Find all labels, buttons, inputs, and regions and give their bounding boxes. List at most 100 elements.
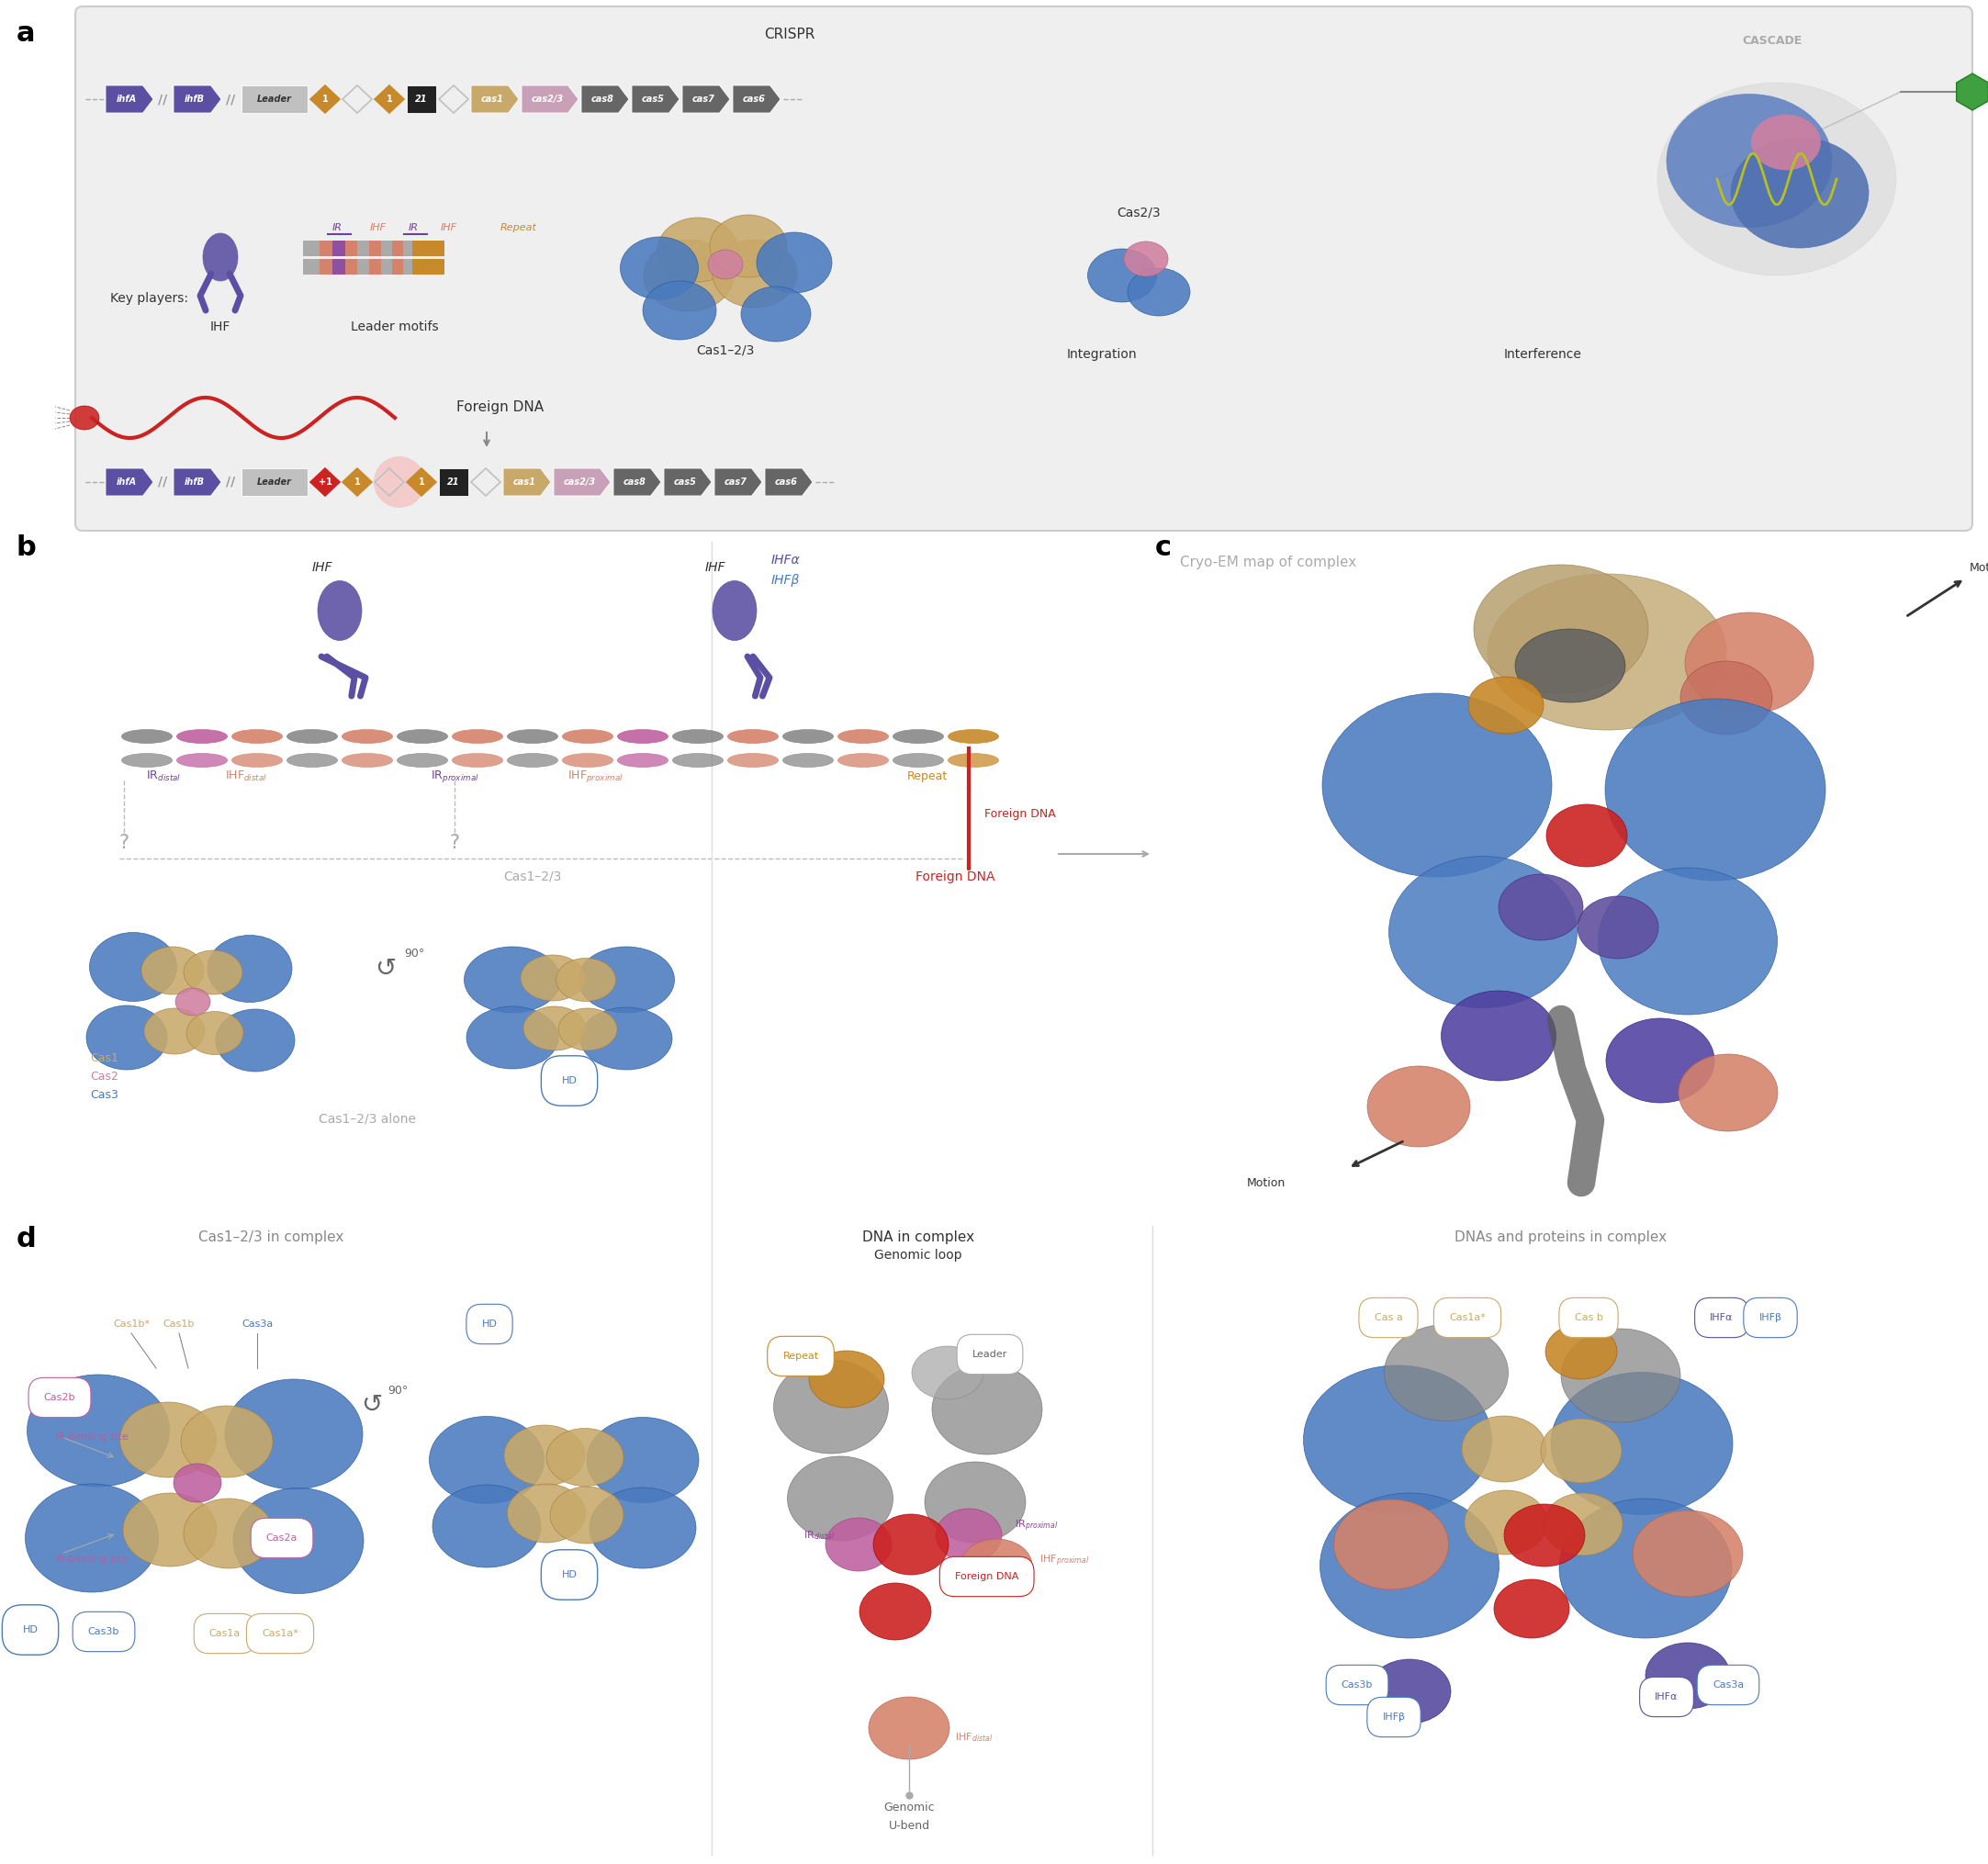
Text: Cas1–2/3 alone: Cas1–2/3 alone <box>318 1113 415 1124</box>
Text: IHFα: IHFα <box>771 554 801 567</box>
Text: Cas3a: Cas3a <box>1712 1679 1743 1689</box>
Text: cas2/3: cas2/3 <box>531 95 563 104</box>
Ellipse shape <box>1499 874 1582 939</box>
Ellipse shape <box>658 218 738 281</box>
Text: cas7: cas7 <box>724 477 747 487</box>
Ellipse shape <box>175 988 211 1016</box>
Ellipse shape <box>590 1487 696 1568</box>
Polygon shape <box>408 468 435 496</box>
Text: 1: 1 <box>386 95 392 104</box>
Ellipse shape <box>523 1007 586 1051</box>
Text: Leader: Leader <box>972 1350 1008 1359</box>
Ellipse shape <box>1604 699 1825 880</box>
Text: CASCADE: CASCADE <box>1741 35 1803 47</box>
Text: Motion: Motion <box>1246 1176 1286 1189</box>
Text: DNA in complex: DNA in complex <box>863 1230 974 1243</box>
Text: IR-binding site: IR-binding site <box>56 1555 129 1564</box>
Ellipse shape <box>936 1508 1002 1562</box>
Text: Cas2: Cas2 <box>89 1072 119 1083</box>
Polygon shape <box>310 468 340 496</box>
Polygon shape <box>105 468 153 496</box>
Polygon shape <box>342 468 372 496</box>
Text: ?: ? <box>119 833 129 852</box>
Text: Cas a: Cas a <box>1374 1312 1402 1322</box>
Text: c: c <box>1155 535 1171 561</box>
Bar <box>346 259 358 274</box>
Ellipse shape <box>559 1008 616 1051</box>
Ellipse shape <box>1551 1372 1734 1515</box>
Ellipse shape <box>1515 628 1626 703</box>
Ellipse shape <box>342 753 394 768</box>
Ellipse shape <box>644 240 734 311</box>
Text: Cas2/3: Cas2/3 <box>1117 205 1161 218</box>
Ellipse shape <box>1368 1659 1451 1724</box>
Ellipse shape <box>893 729 944 744</box>
Text: //: // <box>157 93 167 106</box>
Ellipse shape <box>398 753 447 768</box>
Ellipse shape <box>1304 1366 1491 1514</box>
Text: Repeat: Repeat <box>783 1351 819 1361</box>
Ellipse shape <box>642 281 716 339</box>
Bar <box>439 468 469 496</box>
Ellipse shape <box>1578 897 1658 958</box>
Text: IHF: IHF <box>370 224 386 233</box>
Text: IR$_{proximal}$: IR$_{proximal}$ <box>1014 1519 1058 1534</box>
Text: cas1: cas1 <box>481 95 503 104</box>
Ellipse shape <box>1666 93 1831 227</box>
Bar <box>382 259 392 274</box>
Ellipse shape <box>1678 1055 1777 1131</box>
Ellipse shape <box>429 1417 545 1504</box>
Text: IR: IR <box>332 224 342 233</box>
Bar <box>404 259 412 274</box>
Text: cas8: cas8 <box>590 95 614 104</box>
Ellipse shape <box>286 729 338 744</box>
Polygon shape <box>632 86 680 114</box>
Text: Repeat: Repeat <box>501 224 537 233</box>
Ellipse shape <box>85 1005 167 1070</box>
Text: ↺: ↺ <box>362 1392 382 1419</box>
Text: 21: 21 <box>415 95 427 104</box>
Text: Interference: Interference <box>1503 349 1582 362</box>
Ellipse shape <box>1632 1510 1743 1597</box>
Text: Leader motifs: Leader motifs <box>352 321 439 334</box>
Text: Cas3b: Cas3b <box>87 1627 119 1637</box>
Text: cas2/3: cas2/3 <box>563 477 596 487</box>
Bar <box>320 240 332 255</box>
Ellipse shape <box>825 1517 891 1571</box>
Text: IHF: IHF <box>441 224 457 233</box>
Text: ihfB: ihfB <box>185 95 205 104</box>
Text: IHFα: IHFα <box>1654 1693 1678 1702</box>
Text: Cas2b: Cas2b <box>44 1392 76 1402</box>
Bar <box>332 240 346 255</box>
Ellipse shape <box>809 1351 885 1407</box>
Ellipse shape <box>1751 116 1821 170</box>
Ellipse shape <box>1543 1493 1622 1555</box>
Ellipse shape <box>187 1012 243 1055</box>
Text: U-bend: U-bend <box>889 1819 930 1832</box>
Bar <box>320 259 332 274</box>
Ellipse shape <box>563 729 612 744</box>
Ellipse shape <box>869 1696 950 1760</box>
Text: Integration: Integration <box>1068 349 1137 362</box>
Bar <box>370 259 382 274</box>
Ellipse shape <box>1441 992 1557 1081</box>
Ellipse shape <box>233 729 282 744</box>
Ellipse shape <box>177 753 227 768</box>
Text: a: a <box>16 21 36 47</box>
Text: //: // <box>227 475 235 488</box>
Text: Cas1a*: Cas1a* <box>262 1629 298 1638</box>
Polygon shape <box>105 86 153 114</box>
Ellipse shape <box>710 214 787 278</box>
Ellipse shape <box>286 753 338 768</box>
Ellipse shape <box>1547 805 1626 867</box>
Ellipse shape <box>742 287 811 341</box>
Bar <box>370 240 382 255</box>
Text: Cas1b*: Cas1b* <box>113 1320 149 1329</box>
Text: ihfA: ihfA <box>117 95 137 104</box>
Text: cas1: cas1 <box>513 477 537 487</box>
Ellipse shape <box>1127 268 1191 315</box>
Text: 1: 1 <box>417 477 425 487</box>
Text: 90°: 90° <box>388 1385 408 1398</box>
Text: cas8: cas8 <box>622 477 646 487</box>
Ellipse shape <box>1658 82 1897 276</box>
